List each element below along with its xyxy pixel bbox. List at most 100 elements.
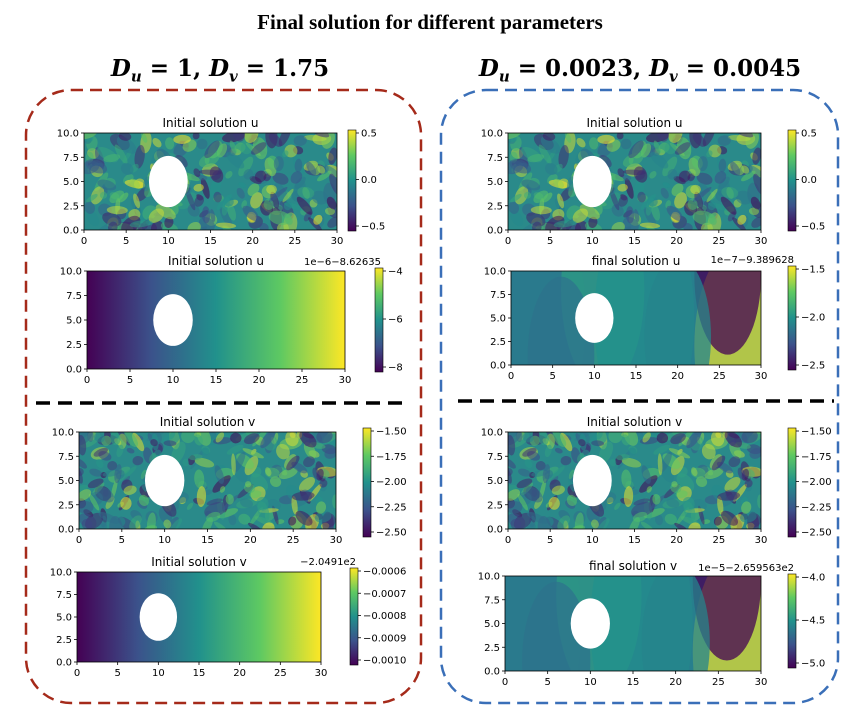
heatmap-field	[77, 572, 321, 662]
y-tick-label: 2.5	[56, 635, 72, 646]
x-tick-label: 25	[712, 535, 725, 546]
colorbar-tick-label: −4	[388, 267, 403, 278]
y-tick-label: 0.0	[487, 525, 503, 536]
x-tick-label: 30	[755, 371, 768, 382]
x-tick-label: 0	[74, 668, 80, 679]
y-tick-label: 7.5	[58, 452, 74, 463]
x-tick-label: 5	[544, 677, 550, 688]
y-tick-label: 7.5	[487, 452, 503, 463]
x-tick-label: 20	[669, 677, 682, 688]
x-tick-label: 5	[114, 668, 120, 679]
y-tick-label: 0.0	[58, 525, 74, 536]
colorbar-tick-label: −5.0	[801, 659, 825, 670]
x-tick-label: 20	[670, 236, 683, 247]
panel-title: Initial solution u	[587, 116, 683, 130]
colorbar-tick-label: −1.75	[376, 452, 407, 463]
panels-group: Initial solution u 0 5 10 15 20 25 30 0.0 2.5 5.0 7…	[50, 116, 832, 688]
obstacle-hole	[572, 454, 612, 507]
y-tick-label: 10.0	[60, 267, 82, 278]
heatmap-field	[87, 271, 345, 369]
colorbar-tick-label: −0.5	[801, 222, 825, 233]
x-tick-label: 0	[76, 535, 82, 546]
panel-5: Initial solution u 0 5 10 15 20 25 30 0.0 2.5 5.0 7…	[481, 116, 826, 247]
y-tick-label: 5.0	[490, 314, 506, 325]
colorbar	[374, 267, 384, 373]
y-tick-label: 5.0	[484, 619, 500, 630]
x-tick-label: 15	[627, 677, 640, 688]
x-tick-label: 30	[315, 668, 328, 679]
y-tick-label: 0.0	[490, 361, 506, 372]
x-tick-label: 15	[630, 371, 643, 382]
colorbar-tick-label: −2.25	[801, 502, 832, 513]
colorbar-tick-label: −0.0009	[363, 633, 406, 644]
column-header-left: Du = 1, Dv = 1.75	[110, 55, 330, 86]
panel-title: final solution v	[589, 559, 677, 573]
colorbar-offset-label: 1e−6−8.62635	[304, 257, 381, 268]
colorbar-tick-label: −1.75	[801, 452, 832, 463]
panel-3: Initial solution v 0 5 10 15 20 25 30 0.0 2.5 5.0 7…	[52, 415, 407, 546]
y-tick-label: 2.5	[58, 500, 74, 511]
obstacle-hole	[139, 593, 178, 641]
obstacle-hole	[570, 598, 610, 649]
heatmap-field	[79, 432, 336, 529]
x-tick-label: 20	[670, 535, 683, 546]
y-tick-label: 10.0	[481, 129, 503, 140]
panel-4: Initial solution v 0 5 10 15 20 25 30 0.0 2.5 5.0 7…	[50, 555, 407, 679]
x-tick-label: 15	[201, 535, 214, 546]
colorbar-tick-label: −1.50	[801, 427, 832, 438]
x-tick-label: 20	[253, 375, 266, 386]
x-tick-label: 10	[158, 535, 171, 546]
colorbar-tick-label: −0.0007	[363, 589, 406, 600]
x-tick-label: 5	[547, 236, 553, 247]
x-tick-label: 15	[628, 535, 641, 546]
x-tick-label: 15	[628, 236, 641, 247]
heatmap-field	[508, 432, 761, 529]
colorbar	[787, 265, 797, 371]
y-tick-label: 5.0	[66, 316, 82, 327]
y-tick-label: 2.5	[487, 500, 503, 511]
x-tick-label: 0	[508, 371, 514, 382]
y-tick-label: 7.5	[56, 590, 72, 601]
colorbar	[349, 567, 359, 666]
panel-title: Initial solution v	[587, 415, 682, 429]
y-tick-label: 10.0	[484, 267, 506, 278]
y-tick-label: 5.0	[63, 177, 79, 188]
x-tick-label: 10	[152, 668, 165, 679]
y-tick-label: 10.0	[52, 428, 74, 439]
x-tick-label: 30	[330, 535, 343, 546]
x-tick-label: 0	[84, 375, 90, 386]
colorbar-tick-label: −0.0006	[363, 567, 406, 578]
colorbar-tick-label: −8	[388, 363, 403, 374]
x-tick-label: 15	[210, 375, 223, 386]
colorbar-tick-label: 0.0	[801, 175, 817, 186]
panel-1: Initial solution u 0 5 10 15 20 25 30 0.0 2.5 5.0 7…	[57, 116, 386, 247]
x-tick-label: 5	[119, 535, 125, 546]
x-tick-label: 20	[246, 236, 259, 247]
colorbar-tick-label: −2.50	[801, 528, 832, 539]
colorbar-tick-label: 0.0	[361, 175, 377, 186]
x-tick-label: 25	[274, 668, 287, 679]
colorbar-tick-label: −2.00	[801, 477, 832, 488]
colorbar-tick-label: −2.00	[376, 477, 407, 488]
y-tick-label: 0.0	[487, 226, 503, 237]
x-tick-label: 30	[339, 375, 352, 386]
colorbar-tick-label: −2.25	[376, 502, 407, 513]
x-tick-label: 25	[287, 535, 300, 546]
x-tick-label: 25	[712, 236, 725, 247]
panel-6: final solution u 0 5 10 15 20 25 30 0.0 2.5 5.0 7.5…	[484, 254, 826, 382]
colorbar-tick-label: −2.5	[801, 361, 825, 372]
y-tick-label: 0.0	[484, 667, 500, 678]
x-tick-label: 0	[502, 677, 508, 688]
x-tick-label: 0	[505, 236, 511, 247]
panel-title: Initial solution u	[163, 116, 259, 130]
panel-title: final solution u	[592, 254, 681, 268]
obstacle-hole	[153, 294, 193, 346]
heatmap-field	[508, 133, 761, 230]
x-tick-label: 5	[127, 375, 133, 386]
x-tick-label: 10	[162, 236, 175, 247]
colorbar-offset-label: 1e−5−2.659563e2	[698, 563, 794, 574]
x-tick-label: 10	[167, 375, 180, 386]
y-tick-label: 5.0	[58, 476, 74, 487]
x-tick-label: 20	[244, 535, 257, 546]
